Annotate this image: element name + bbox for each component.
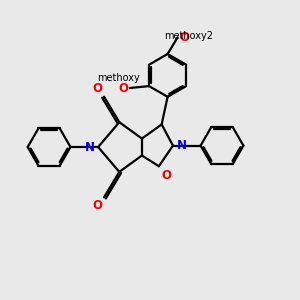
Text: O: O [92, 82, 102, 95]
Text: methoxy: methoxy [97, 73, 140, 83]
Text: O: O [162, 169, 172, 182]
Text: methoxy2: methoxy2 [164, 31, 213, 41]
Text: O: O [179, 31, 189, 44]
Text: N: N [85, 140, 94, 154]
Text: O: O [92, 199, 102, 212]
Text: N: N [176, 139, 187, 152]
Text: O: O [118, 82, 128, 94]
